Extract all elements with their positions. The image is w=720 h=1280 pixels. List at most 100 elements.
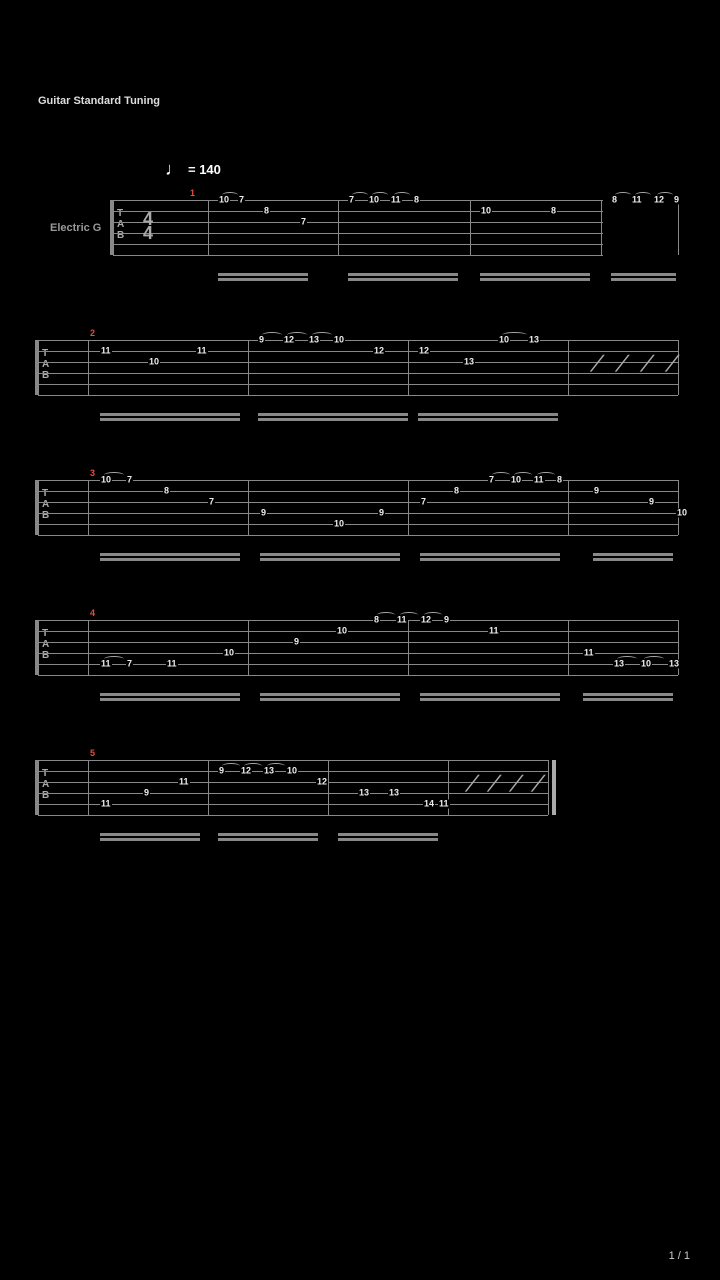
fret-number: 10 xyxy=(223,649,235,658)
beam xyxy=(100,698,240,701)
beam xyxy=(218,273,308,276)
beam xyxy=(593,558,673,561)
barline xyxy=(408,620,409,675)
tie xyxy=(514,472,532,478)
tie xyxy=(104,656,124,662)
fret-number: 9 xyxy=(378,509,385,518)
barline xyxy=(338,200,339,255)
tie xyxy=(312,332,332,338)
staff-line xyxy=(38,804,548,805)
fret-number: 13 xyxy=(528,336,540,345)
end-barline xyxy=(548,760,556,815)
tie xyxy=(394,192,410,198)
beam xyxy=(100,693,240,696)
fret-number: 9 xyxy=(293,638,300,647)
tempo-note-icon: ♩ xyxy=(165,160,183,178)
beam xyxy=(338,833,438,836)
fret-number: 13 xyxy=(388,789,400,798)
fret-number: 9 xyxy=(673,196,680,205)
staff-line xyxy=(38,513,678,514)
tie xyxy=(400,612,418,618)
beam xyxy=(420,698,560,701)
beam xyxy=(218,278,308,281)
fret-number: 12 xyxy=(316,778,328,787)
tie xyxy=(372,192,388,198)
fret-number: 8 xyxy=(453,487,460,496)
staff-line xyxy=(38,362,678,363)
fret-number: 7 xyxy=(126,660,133,669)
fret-number: 7 xyxy=(300,218,307,227)
staff-line xyxy=(38,340,678,341)
barline xyxy=(568,480,569,535)
fret-number: 11 xyxy=(583,649,595,658)
tab-system: 2TAB11101191213101212131013╱╱╱╱ xyxy=(38,340,688,435)
staff-line xyxy=(38,384,678,385)
fret-number: 11 xyxy=(488,627,500,636)
barline xyxy=(38,620,39,675)
rest: ╱ xyxy=(488,775,501,792)
beam xyxy=(480,278,590,281)
staff-line xyxy=(38,491,678,492)
staff-line xyxy=(38,351,678,352)
beam xyxy=(593,553,673,556)
fret-number: 11 xyxy=(100,800,112,809)
tab-system: 5TAB1191191213101213131411╱╱╱╱ xyxy=(38,760,558,855)
fret-number: 7 xyxy=(238,196,245,205)
page-counter: 1 / 1 xyxy=(669,1250,690,1262)
bar-number: 5 xyxy=(90,748,95,758)
tie xyxy=(657,192,673,198)
beam xyxy=(348,278,458,281)
tie xyxy=(222,763,240,769)
barline xyxy=(568,340,569,395)
barline xyxy=(678,200,679,255)
barline xyxy=(248,340,249,395)
tie xyxy=(244,763,262,769)
tempo-value: = 140 xyxy=(188,162,221,177)
fret-number: 12 xyxy=(418,347,430,356)
fret-number: 11 xyxy=(438,800,450,809)
fret-number: 7 xyxy=(420,498,427,507)
fret-number: 10 xyxy=(333,520,345,529)
fret-number: 10 xyxy=(333,336,345,345)
staff-line xyxy=(38,642,678,643)
instrument-label: Electric G xyxy=(50,222,101,234)
beam xyxy=(100,558,240,561)
beam xyxy=(611,278,676,281)
staff-line xyxy=(113,211,603,212)
staff-line xyxy=(38,653,678,654)
fret-number: 9 xyxy=(648,498,655,507)
tie xyxy=(424,612,442,618)
staff-line xyxy=(113,222,603,223)
staff-line xyxy=(38,480,678,481)
tie xyxy=(615,192,631,198)
fret-number: 13 xyxy=(358,789,370,798)
barline xyxy=(113,200,114,255)
fret-number: 9 xyxy=(443,616,450,625)
fret-number: 11 xyxy=(196,347,208,356)
barline xyxy=(38,480,39,535)
beam xyxy=(218,838,318,841)
tie xyxy=(617,656,637,662)
rest: ╱ xyxy=(641,355,654,372)
rest: ╱ xyxy=(616,355,629,372)
fret-number: 10 xyxy=(480,207,492,216)
fret-number: 11 xyxy=(100,347,112,356)
barline xyxy=(470,200,471,255)
staff-line xyxy=(38,502,678,503)
fret-number: 10 xyxy=(676,509,688,518)
tie xyxy=(492,472,510,478)
beam xyxy=(258,413,408,416)
barline xyxy=(88,620,89,675)
fret-number: 13 xyxy=(463,358,475,367)
beam xyxy=(348,273,458,276)
beam xyxy=(338,838,438,841)
barline xyxy=(328,760,329,815)
fret-number: 12 xyxy=(373,347,385,356)
rest: ╱ xyxy=(591,355,604,372)
fret-number: 11 xyxy=(178,778,190,787)
barline xyxy=(248,620,249,675)
staff-line xyxy=(38,620,678,621)
fret-number: 14 xyxy=(423,800,435,809)
staff-line xyxy=(113,255,603,256)
beam xyxy=(100,413,240,416)
